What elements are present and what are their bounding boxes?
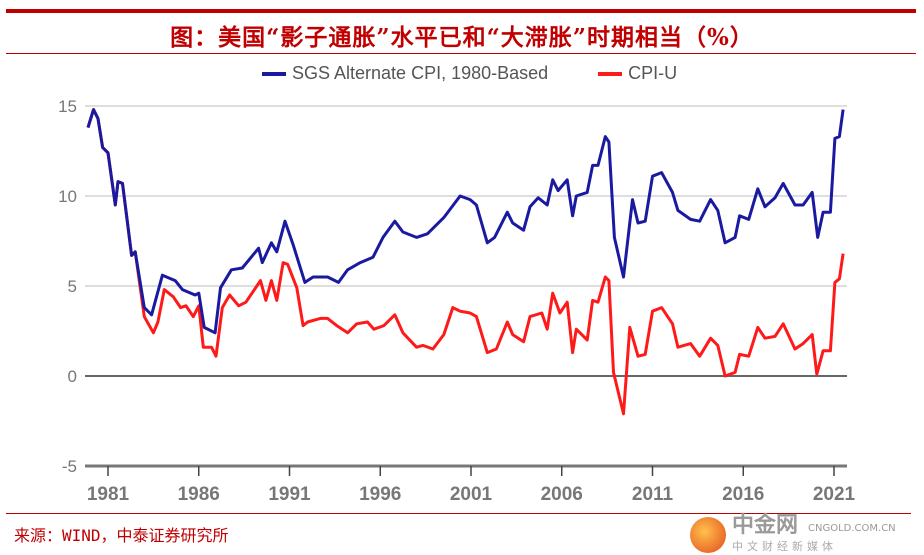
x-tick-label: 2021 (813, 484, 856, 505)
title-bottom-rule (6, 53, 916, 54)
y-tick-label: 5 (68, 277, 77, 296)
logo-domain: CNGOLD.COM.CN (808, 523, 896, 534)
x-tick-label: 2011 (632, 484, 674, 505)
x-tick-label: 1991 (268, 484, 311, 505)
y-tick-label: -5 (62, 457, 77, 476)
y-tick-label: 10 (58, 187, 77, 206)
y-tick-label: 0 (68, 367, 77, 386)
x-tick-label: 1986 (178, 484, 220, 505)
legend: SGS Alternate CPI, 1980-Based CPI-U (262, 63, 677, 84)
chart-title: 图：美国“影子通胀”水平已和“大滞胀”时期相当（%） (170, 24, 754, 51)
legend-label-cpiu: CPI-U (628, 63, 678, 83)
title-top-rule (6, 9, 916, 13)
x-tick-label: 2006 (541, 484, 583, 505)
x-tick-label: 2001 (450, 484, 493, 505)
watermark-logo: 中金网 CNGOLD.COM.CN 中文财经新媒体 (690, 513, 920, 554)
logo-tagline: 中文财经新媒体 (732, 540, 837, 553)
x-tick-label: 1996 (359, 484, 401, 505)
y-tick-label: 15 (58, 97, 77, 116)
logo-icon (690, 517, 726, 553)
source-rule (6, 513, 911, 514)
source-note: 来源：WIND，中泰证券研究所 (14, 526, 229, 545)
x-tick-label: 2016 (722, 484, 764, 505)
logo-name: 中金网 (732, 513, 799, 538)
legend-swatch-sgs (262, 71, 286, 76)
legend-swatch-cpiu (598, 71, 623, 76)
series-line-cpiu (86, 108, 845, 416)
legend-label-sgs: SGS Alternate CPI, 1980-Based (292, 63, 549, 83)
x-tick-label: 1981 (87, 484, 130, 505)
series-line-sgs (86, 108, 845, 335)
